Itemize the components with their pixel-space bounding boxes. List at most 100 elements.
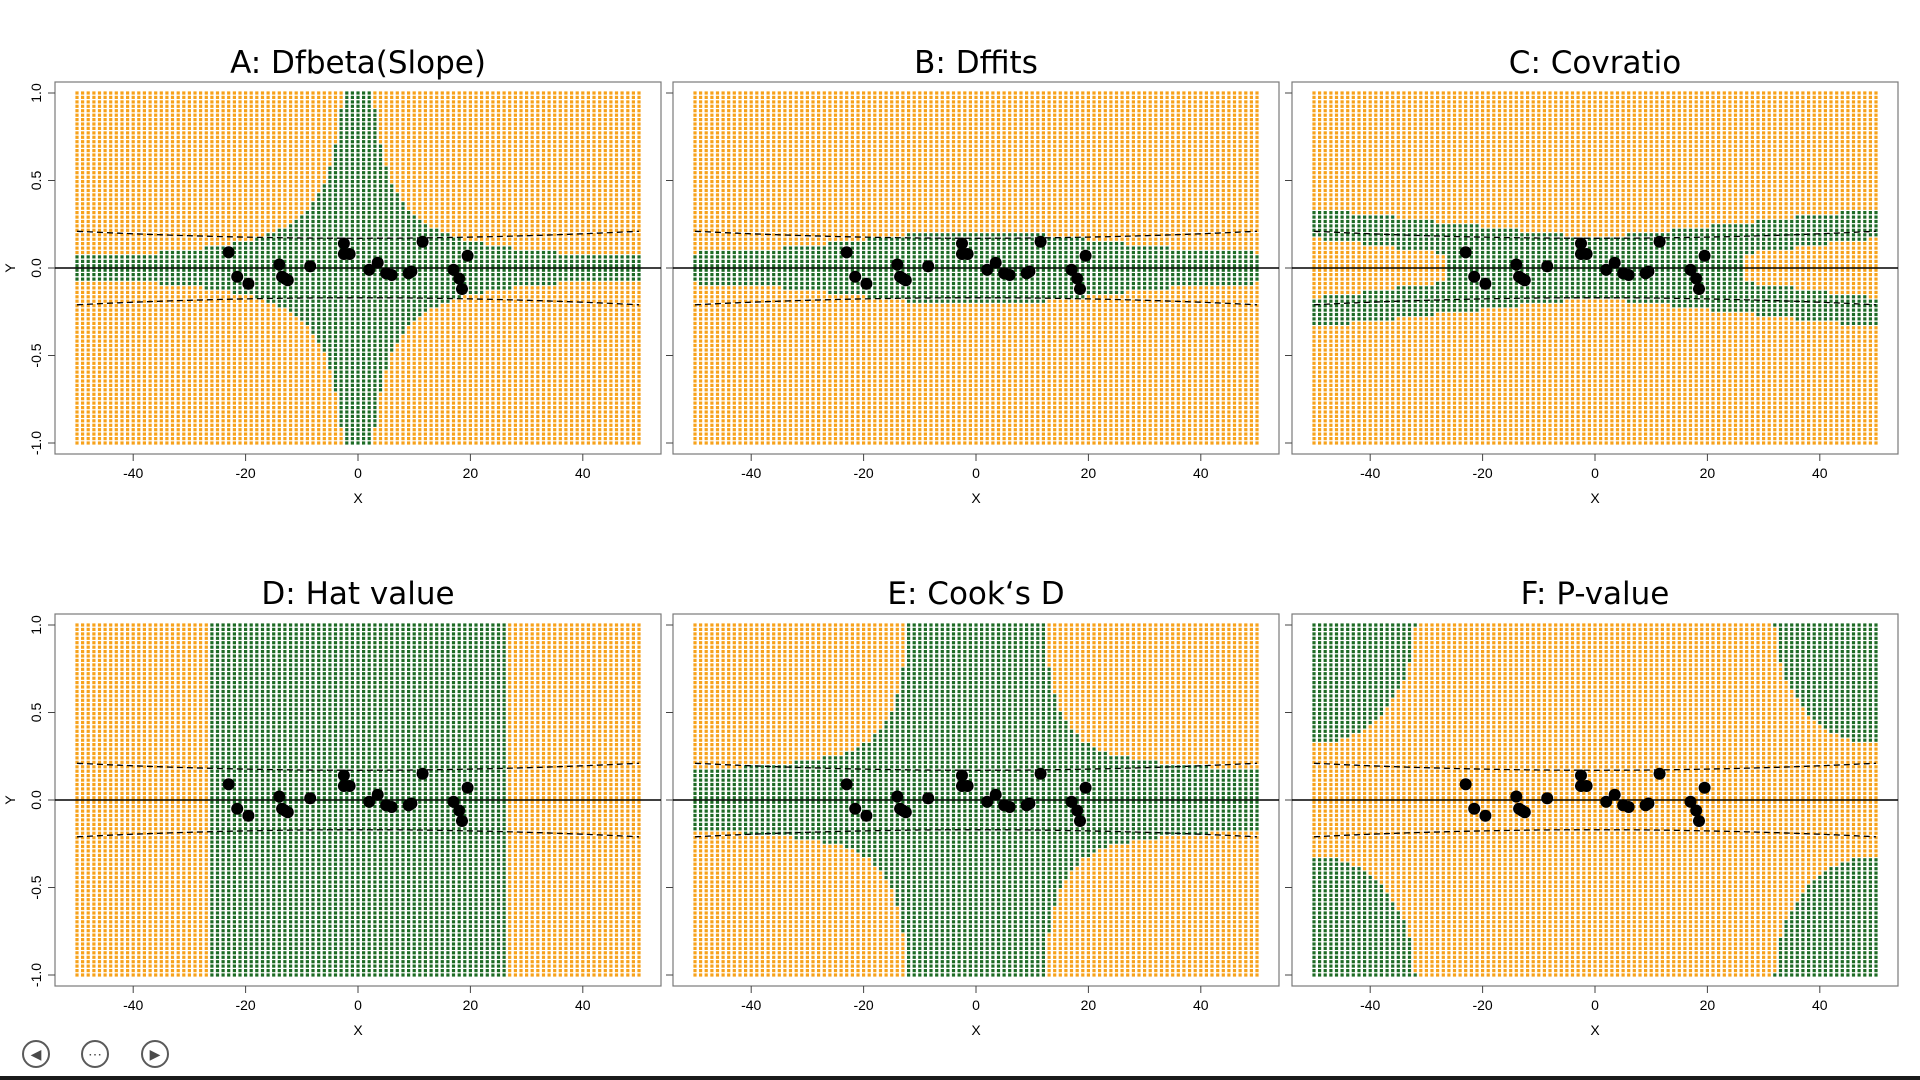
- data-point: [1479, 809, 1492, 822]
- data-point: [363, 795, 376, 808]
- data-point: [405, 265, 418, 278]
- data-point: [1459, 778, 1472, 791]
- x-axis-label: X: [971, 1022, 981, 1038]
- y-axis-label: Y: [2, 795, 18, 805]
- data-point: [1684, 795, 1697, 808]
- x-axis-label: X: [1590, 1022, 1600, 1038]
- influence-grid: [75, 623, 641, 977]
- data-point: [981, 795, 994, 808]
- data-point: [363, 263, 376, 276]
- data-point: [1034, 235, 1047, 248]
- panel-C: -40 -20 0 20 40 X C: Covratio: [1285, 45, 1899, 506]
- confidence-band-lower: [694, 297, 1258, 306]
- data-point: [1034, 767, 1047, 780]
- data-point: [1518, 274, 1531, 287]
- x-tick-label: -20: [235, 465, 255, 481]
- data-point: [453, 804, 466, 817]
- data-point: [343, 780, 356, 792]
- data-point: [922, 260, 935, 273]
- panel-title: C: Covratio: [1509, 45, 1681, 81]
- confidence-band-upper: [76, 762, 640, 771]
- confidence-band-lower: [76, 297, 640, 306]
- x-tick-label: 20: [463, 997, 479, 1013]
- x-tick-label: 20: [1700, 997, 1716, 1013]
- data-point: [337, 769, 350, 782]
- x-axis-label: X: [353, 1022, 363, 1038]
- panel-F: -40 -20 0 20 40 X F: P-value: [1285, 576, 1899, 1038]
- data-point: [1459, 246, 1472, 259]
- data-point: [1698, 781, 1711, 794]
- confidence-band-lower: [76, 829, 640, 838]
- data-point: [337, 237, 350, 250]
- data-point: [222, 778, 235, 791]
- data-point: [989, 788, 1002, 801]
- data-point: [989, 256, 1002, 269]
- x-axis-label: X: [353, 490, 363, 506]
- triangle-right-icon: ▶: [150, 1046, 161, 1063]
- x-axis-label: X: [1590, 490, 1600, 506]
- data-point: [385, 801, 398, 813]
- x-tick-label: -40: [741, 465, 761, 481]
- data-point: [891, 790, 904, 803]
- data-point: [461, 781, 474, 794]
- data-point: [1575, 237, 1587, 250]
- panel-B: -40 -20 0 20 40 X B: Dffits: [666, 45, 1280, 506]
- x-tick-label: -40: [123, 997, 143, 1013]
- data-point: [447, 263, 460, 276]
- data-point: [273, 258, 286, 271]
- more-dots-icon: ⋯: [88, 1046, 102, 1063]
- data-point: [860, 277, 873, 290]
- x-tick-label: -20: [1472, 465, 1492, 481]
- data-point: [1653, 767, 1666, 780]
- data-point: [1003, 801, 1016, 813]
- x-tick-label: -20: [235, 997, 255, 1013]
- data-point: [1023, 797, 1036, 810]
- data-point: [343, 248, 356, 260]
- data-point: [304, 260, 317, 273]
- data-point: [1580, 248, 1593, 260]
- data-point: [1003, 269, 1016, 281]
- x-tick-label: 20: [1700, 465, 1716, 481]
- x-tick-label: 40: [1812, 465, 1828, 481]
- panel-E: -40 -20 0 20 40 X E: Cook‘s D: [666, 576, 1280, 1038]
- data-point: [860, 809, 873, 822]
- data-point: [1642, 797, 1655, 810]
- data-point: [1608, 788, 1621, 801]
- data-point: [1575, 769, 1587, 782]
- confidence-band-lower: [1313, 829, 1877, 838]
- influence-grid: [693, 91, 1259, 445]
- data-point: [840, 246, 853, 259]
- data-point: [1693, 815, 1705, 827]
- x-tick-label: 40: [575, 997, 591, 1013]
- x-tick-label: -40: [123, 465, 143, 481]
- data-point: [1684, 263, 1697, 276]
- x-tick-label: 40: [1193, 997, 1209, 1013]
- data-point: [1079, 781, 1092, 794]
- data-point: [1690, 272, 1703, 285]
- data-point: [1510, 790, 1523, 803]
- next-slide-button[interactable]: ▶: [141, 1040, 169, 1068]
- y-tick-label: 1.0: [28, 615, 44, 635]
- data-point: [405, 797, 418, 810]
- x-tick-label: 40: [575, 465, 591, 481]
- y-axis-label: Y: [2, 263, 18, 273]
- y-tick-label: 0.5: [28, 171, 44, 191]
- previous-slide-button[interactable]: ◀: [22, 1040, 50, 1068]
- data-point: [456, 815, 468, 827]
- slide-menu-button[interactable]: ⋯: [81, 1040, 109, 1068]
- x-tick-label: 20: [463, 465, 479, 481]
- confidence-band-upper: [694, 762, 1258, 771]
- panel-A: -40 -20 0 20 40 -1.0 -0.5 0.0 0.5 1.0 X Y A: Dfbeta(…: [2, 45, 662, 506]
- x-tick-label: 0: [354, 465, 362, 481]
- data-point: [849, 270, 862, 283]
- x-tick-label: 0: [972, 997, 980, 1013]
- data-point: [1468, 802, 1481, 815]
- data-point: [1065, 795, 1078, 808]
- data-point: [1622, 269, 1635, 281]
- data-point: [961, 780, 974, 792]
- y-tick-label: -0.5: [28, 343, 44, 367]
- data-point: [281, 274, 294, 287]
- data-point: [273, 790, 286, 803]
- data-point: [416, 235, 429, 248]
